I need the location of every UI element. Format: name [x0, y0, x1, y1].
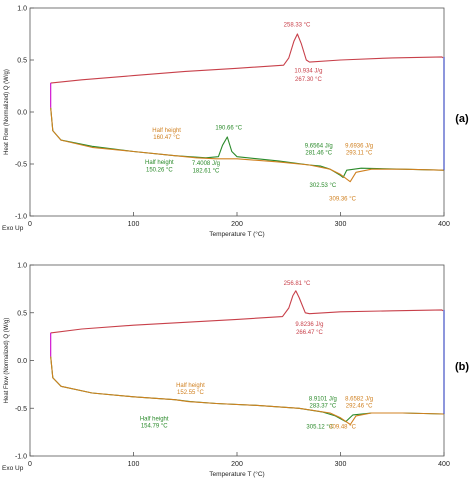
series-line — [50, 290, 444, 334]
series-line — [50, 107, 445, 183]
x-tick-label: 0 — [28, 221, 32, 228]
x-tick-label: 200 — [231, 461, 243, 468]
annotation-label: 10.934 J/g — [294, 68, 322, 74]
y-tick-label: 0.0 — [17, 110, 27, 117]
exo-up-label: Exo Up — [2, 225, 24, 232]
y-tick-label: -0.5 — [15, 162, 27, 169]
annotation-label: Half height — [152, 128, 181, 134]
annotation-label: 283.37 °C — [310, 403, 337, 409]
exo-up-label: Exo Up — [2, 465, 24, 472]
y-tick-label: 1.0 — [17, 263, 27, 270]
annotation-label: 9.6936 J/g — [345, 143, 373, 149]
annotation-label: 190.66 °C — [215, 126, 242, 132]
y-tick-label: -1.0 — [15, 454, 27, 461]
annotation-label: Half height — [176, 383, 205, 389]
annotation-label: 7.4008 J/g — [192, 161, 220, 167]
annotation-label: Half height — [140, 417, 169, 423]
series-line — [50, 356, 445, 423]
series-line — [50, 33, 444, 84]
y-axis-label: Heat Flow (Normalized) Q (W/g) — [4, 318, 10, 404]
annotation-label: 281.46 °C — [305, 151, 332, 157]
x-tick-label: 300 — [335, 461, 347, 468]
annotation-label: 9.8236 J/g — [295, 322, 323, 328]
x-tick-label: 300 — [335, 221, 347, 228]
annotation-label: 9.6564 J/g — [305, 143, 333, 149]
annotation-label: 152.55 °C — [177, 390, 204, 396]
annotation-label: 160.47 °C — [153, 135, 180, 141]
y-tick-label: 1.0 — [17, 6, 27, 13]
annotation-label: 150.26 °C — [146, 167, 173, 173]
x-tick-label: 400 — [438, 221, 450, 228]
annotation-label: 8.6582 J/g — [345, 397, 373, 403]
annotation-label: 292.46 °C — [346, 403, 373, 409]
chart-panel-b: 0 100 200 300 400 1.0 0.5 0.0 -0.5 -1.0 Temperatur… — [2, 263, 469, 479]
annotation-label: 302.53 °C — [310, 183, 337, 189]
y-tick-label: 0.5 — [17, 310, 27, 317]
series-line — [50, 107, 445, 179]
annotation-label: 267.30 °C — [295, 77, 322, 83]
y-axis-label: Heat Flow (Normalized) Q (W/g) — [4, 69, 10, 155]
annotation-label: Half height — [145, 160, 174, 166]
y-tick-label: -1.0 — [15, 214, 27, 221]
annotation-label: 258.33 °C — [284, 23, 311, 29]
y-tick-label: 0.5 — [17, 58, 27, 65]
panel-label: (b) — [455, 361, 469, 373]
annotation-label: 305.12 °C — [306, 424, 333, 430]
x-axis-label: Temperature T (°C) — [209, 230, 264, 238]
x-tick-label: 100 — [128, 461, 140, 468]
x-tick-label: 200 — [231, 221, 243, 228]
y-tick-label: 0.0 — [17, 358, 27, 365]
annotation-label: 309.36 °C — [329, 196, 356, 202]
panel-label: (a) — [455, 113, 469, 125]
plot-frame — [29, 264, 445, 457]
annotation-label: 182.61 °C — [193, 168, 220, 174]
y-tick-label: -0.5 — [15, 406, 27, 413]
x-axis-label: Temperature T (°C) — [209, 470, 264, 478]
annotation-label: 8.9101 J/g — [309, 397, 337, 403]
plot-frame — [29, 7, 445, 217]
annotation-label: 309.48 °C — [329, 424, 356, 430]
series-line — [50, 356, 445, 426]
x-tick-label: 0 — [28, 461, 32, 468]
annotation-label: 154.79 °C — [141, 423, 168, 429]
annotation-label: 293.11 °C — [346, 151, 373, 157]
annotation-label: 256.81 °C — [284, 281, 311, 287]
x-tick-label: 100 — [128, 221, 140, 228]
annotation-label: 266.47 °C — [296, 330, 323, 336]
x-tick-label: 400 — [438, 461, 450, 468]
chart-panel-a: 0 100 200 300 400 1.0 0.5 0.0 -0.5 -1.0 Temperatur… — [2, 6, 469, 239]
